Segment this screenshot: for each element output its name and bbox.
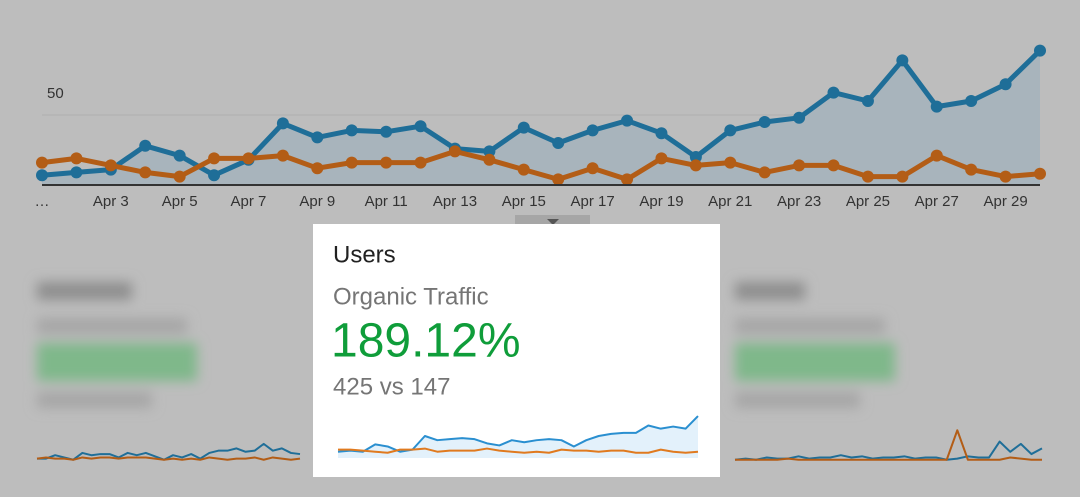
point [311,131,324,144]
point [208,152,221,165]
point [139,166,152,179]
point [621,173,634,186]
point [414,120,427,133]
x-tick-label: Apr 7 [231,193,267,210]
side-sparkline [734,429,1043,461]
line [36,456,301,461]
x-tick-label: Apr 9 [299,193,335,210]
point [655,152,668,165]
point [793,111,806,124]
point [930,149,943,162]
card-comparison: 425 vs 147 [333,373,450,400]
point [586,162,599,175]
point [689,151,702,163]
x-tick-label: Apr 11 [365,193,408,210]
x-tick-label: … [35,193,50,210]
point [242,152,255,165]
point [896,54,909,67]
point [276,149,289,162]
area [338,416,698,458]
point [414,156,427,169]
point [621,114,634,127]
x-tick-label: Apr 3 [93,193,129,210]
point [345,156,358,169]
point [552,137,565,149]
point [104,159,117,172]
point [930,100,943,113]
point [345,124,358,137]
point [36,156,48,169]
x-tick-label: Apr 15 [502,193,546,210]
point [276,117,289,130]
line [338,447,699,454]
point [965,163,978,176]
point [827,159,840,172]
point [793,159,806,172]
point [861,170,874,183]
x-tick-label: Apr 17 [571,193,615,210]
point [1034,167,1046,180]
x-tick-label: Apr 25 [846,193,890,210]
point [655,127,668,140]
card-sparkline [337,415,699,458]
point [861,95,874,107]
point [36,169,48,182]
y-tick-label: 50 [47,85,64,102]
point [311,162,324,175]
card-change: 189.12% [331,315,521,368]
point [999,78,1012,91]
point [70,166,83,179]
card-title: Users [333,241,396,268]
point [999,170,1012,183]
x-tick-label: Apr 21 [708,193,752,210]
point [380,125,393,138]
point [1034,44,1046,57]
x-tick-label: Apr 19 [639,193,683,210]
point [758,116,771,128]
point [173,149,186,162]
point [689,159,702,172]
blurred-card-left [37,282,197,408]
point [724,156,737,169]
point [483,153,496,166]
point [896,170,909,183]
point [586,124,599,137]
x-tick-label: Apr 29 [983,193,1027,210]
point [70,152,83,165]
point [483,145,496,158]
point [552,173,565,186]
point [724,124,737,137]
point [380,156,393,169]
main-chart: 50 … Apr 3 Apr 5 Apr 7 Apr 9 Apr 11 Apr 13 Apr 1… [35,44,1046,210]
x-tick-label: Apr 13 [433,193,477,210]
point [827,86,840,99]
point [517,121,530,134]
point [758,166,771,179]
point [448,145,461,158]
caret [547,219,559,225]
point [208,169,221,182]
card-subtitle: Organic Traffic [333,283,489,310]
x-tick-label: Apr 23 [777,193,821,210]
blurred-card-right [735,282,895,408]
x-tick-label: Apr 5 [162,193,198,210]
line [735,429,1042,461]
point [965,95,978,107]
point [173,170,186,183]
side-sparkline [36,442,301,461]
line [37,442,301,461]
x-tick-label: Apr 27 [915,193,959,210]
line [41,48,1042,178]
area [42,50,1040,185]
point [517,163,530,176]
point [139,139,152,152]
